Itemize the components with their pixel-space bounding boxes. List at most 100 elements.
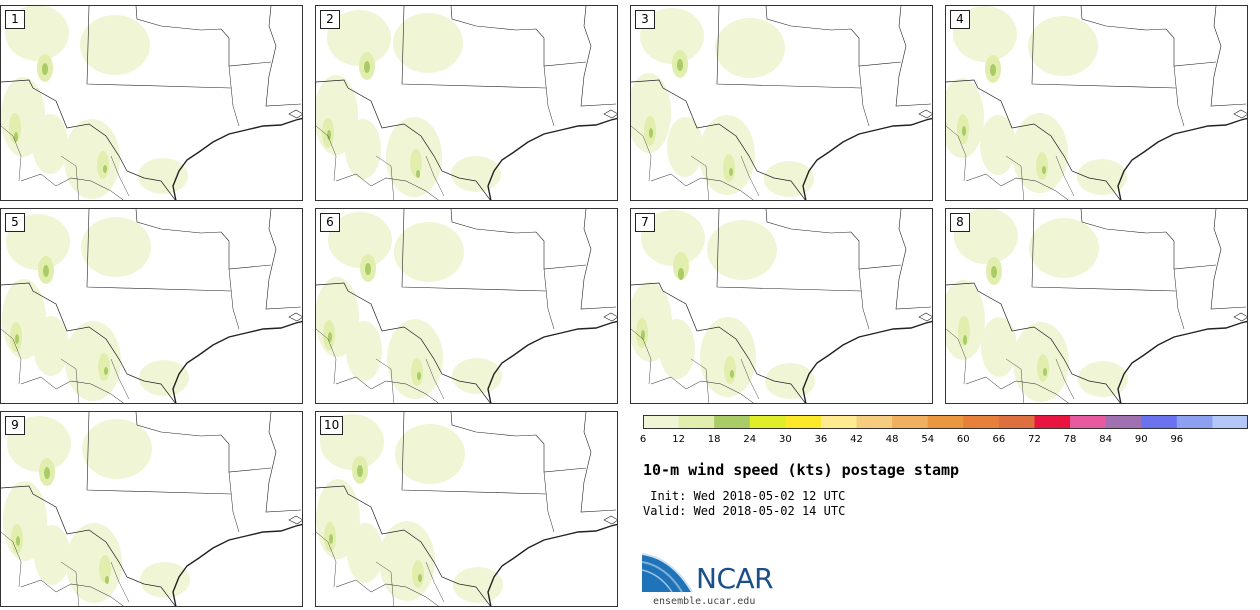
boundary-line: [631, 328, 652, 385]
wind-shading: [1028, 16, 1098, 76]
boundary-line: [740, 358, 760, 400]
plot-title: 10-m wind speed (kts) postage stamp: [643, 461, 960, 479]
wind-shading: [417, 372, 421, 380]
wind-shading: [16, 536, 20, 546]
boundary-line: [543, 268, 555, 330]
wind-shading: [715, 18, 785, 78]
colorbar-segment: [1141, 415, 1178, 429]
boundary-line: [650, 376, 754, 403]
panel-label: 8: [950, 213, 970, 232]
colorbar-segment: [892, 415, 929, 429]
map-image: [631, 209, 932, 403]
logo-text: NCAR: [696, 562, 774, 595]
boundary-line: [110, 561, 130, 603]
wind-shading: [357, 465, 363, 477]
wind-shading: [66, 523, 122, 603]
wind-shading: [724, 356, 736, 384]
boundary-line: [316, 485, 491, 606]
boundary-line: [316, 531, 337, 588]
wind-shading: [1043, 368, 1047, 376]
wind-shading: [410, 149, 422, 177]
wind-shading: [1036, 152, 1048, 180]
boundary-line: [716, 209, 862, 292]
boundary-line: [765, 209, 902, 270]
wind-shading: [395, 424, 465, 484]
wind-shading: [641, 330, 645, 340]
wind-shading: [9, 113, 21, 143]
wind-shading: [139, 360, 189, 396]
boundary-line: [690, 358, 710, 403]
boundary-line: [20, 376, 124, 403]
boundary-line: [135, 6, 272, 67]
valid-time: Valid: Wed 2018-05-02 14 UTC: [643, 504, 846, 518]
wind-shading: [729, 168, 733, 176]
wind-shading: [365, 263, 371, 275]
boundary-line: [1, 531, 22, 588]
wind-shading: [659, 319, 695, 379]
boundary-line: [288, 312, 302, 322]
colorbar-tick-label: 12: [672, 434, 685, 445]
wind-shading: [138, 158, 188, 194]
boundary-line: [1173, 268, 1185, 330]
boundary-line: [1055, 155, 1075, 197]
wind-shading: [364, 61, 370, 73]
wind-shading: [14, 132, 18, 142]
boundary-line: [858, 65, 870, 127]
wind-shading: [1077, 159, 1127, 195]
wind-shading: [453, 567, 503, 603]
wind-shading: [1042, 166, 1046, 174]
boundary-line: [1233, 109, 1247, 119]
wind-shading: [65, 321, 121, 401]
boundary-line: [110, 155, 130, 197]
map-image: [946, 6, 1247, 200]
wind-shading: [82, 419, 152, 479]
boundary-line: [335, 173, 439, 200]
boundary-line: [450, 412, 587, 473]
wind-shading: [394, 222, 464, 282]
wind-shading: [677, 59, 683, 71]
boundary-line: [401, 6, 547, 89]
boundary-line: [1173, 65, 1185, 127]
wind-shading: [418, 574, 422, 582]
boundary-line: [631, 282, 806, 403]
colorbar-tick-label: 96: [1170, 434, 1184, 445]
boundary-line: [425, 155, 445, 197]
boundary-line: [946, 79, 1121, 200]
map-panel: 2: [315, 5, 618, 201]
boundary-line: [1, 125, 22, 182]
wind-shading: [723, 154, 735, 182]
colorbar-tick-label: 60: [956, 434, 970, 445]
boundary-line: [1117, 320, 1247, 403]
boundary-line: [401, 412, 547, 495]
boundary-line: [487, 117, 617, 200]
boundary-line: [375, 155, 395, 200]
boundary-line: [487, 320, 617, 403]
wind-shading: [954, 209, 1018, 264]
wind-shading: [42, 63, 48, 75]
map-panel: 8: [945, 208, 1248, 404]
boundary-line: [965, 173, 1069, 200]
wind-shading: [962, 126, 966, 136]
boundary-line: [60, 358, 80, 403]
map-image: [1, 6, 302, 200]
wind-shading: [15, 334, 19, 344]
boundary-line: [228, 471, 240, 533]
boundary-line: [716, 6, 862, 89]
map-image: [1, 209, 302, 403]
wind-shading: [32, 114, 68, 174]
boundary-line: [918, 109, 932, 119]
wind-shading: [393, 13, 463, 73]
boundary-line: [20, 173, 124, 200]
colorbar-tick-label: 24: [743, 434, 757, 445]
boundary-line: [135, 412, 272, 473]
wind-shading: [667, 117, 703, 177]
wind-shading: [764, 161, 814, 197]
boundary-line: [631, 79, 806, 200]
boundary-line: [918, 312, 932, 322]
colorbar: [643, 415, 1248, 429]
panel-label: 7: [635, 213, 655, 232]
boundary-line: [172, 320, 302, 403]
wind-shading: [81, 217, 151, 277]
boundary-line: [580, 412, 617, 513]
colorbar-segment: [963, 415, 1000, 429]
